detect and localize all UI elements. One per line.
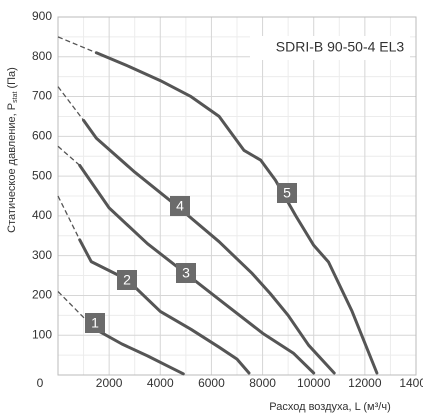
curve-label-box xyxy=(277,183,297,203)
y-tick-label: 200 xyxy=(32,288,52,302)
x-axis-label: Расход воздуха, L (м³/ч) xyxy=(269,401,390,413)
y-axis-label-main: Статическое давление, P xyxy=(6,103,18,233)
x-tick-label: 8000 xyxy=(249,376,276,390)
y-tick-label: 600 xyxy=(32,129,52,143)
fan-curve xyxy=(82,118,336,375)
curve-label: 4 xyxy=(176,198,184,214)
fan-curve xyxy=(78,238,251,375)
x-tick-label: 4000 xyxy=(147,376,174,390)
curve-label: 3 xyxy=(182,265,190,281)
y-tick-label: 400 xyxy=(32,208,52,222)
y-tick-label: 100 xyxy=(32,327,52,341)
x-tick-label: 6000 xyxy=(198,376,225,390)
annotation: SDRI-B 90-50-4 EL3 xyxy=(276,39,405,55)
y-axis-label: Статическое давление, Pstat (Па) xyxy=(6,67,19,233)
y-tick-label: 300 xyxy=(32,248,52,262)
y-axis-label-sub: stat xyxy=(12,92,19,103)
y-tick-label: 500 xyxy=(32,168,52,182)
extrapolated-curve xyxy=(57,86,85,121)
x-tick-label: 0 xyxy=(37,376,44,390)
y-tick-label: 900 xyxy=(32,9,52,23)
fan-curve xyxy=(78,163,316,375)
extrapolated-curve xyxy=(57,291,88,322)
curve-label: 5 xyxy=(283,185,291,201)
extrapolated-curve xyxy=(57,36,97,54)
annotation-bg xyxy=(250,36,410,60)
y-axis-label-unit: (Па) xyxy=(6,67,18,91)
curve-label: 2 xyxy=(123,272,131,288)
y-tick-label: 800 xyxy=(32,49,52,63)
x-tick-label: 2000 xyxy=(96,376,123,390)
curve-label-box xyxy=(170,196,190,216)
curve-label-box xyxy=(176,263,196,283)
curve-label: 1 xyxy=(91,315,99,331)
x-tick-label: 14000 xyxy=(399,376,423,390)
y-tick-label: 700 xyxy=(32,89,52,103)
curve-label-box xyxy=(117,270,137,290)
x-tick-label: 10000 xyxy=(297,376,331,390)
extrapolated-curve xyxy=(57,145,81,166)
x-tick-label: 12000 xyxy=(348,376,382,390)
fan-curve xyxy=(94,51,379,375)
curve-label-box xyxy=(85,313,105,333)
extrapolated-curve xyxy=(57,195,81,241)
